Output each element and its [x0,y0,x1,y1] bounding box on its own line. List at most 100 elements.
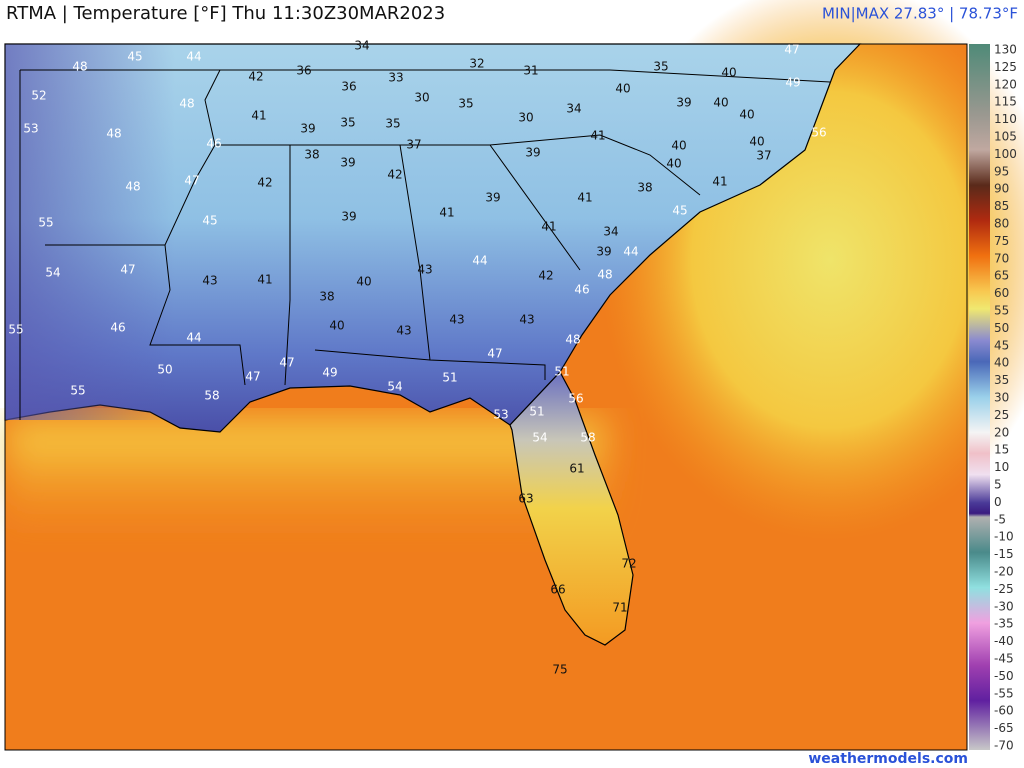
station-temp: 35 [385,117,400,131]
station-temp: 75 [552,663,567,677]
station-temp: 41 [257,273,272,287]
station-temp: 58 [580,431,595,445]
colorbar-label: 80 [994,217,1009,231]
colorbar-label: -60 [994,704,1014,718]
station-temp: 46 [110,321,125,335]
station-temp: 43 [519,313,534,327]
station-temp: 39 [341,210,356,224]
station-temp: 34 [603,225,618,239]
station-temp: 49 [322,366,337,380]
colorbar-label: -15 [994,547,1014,561]
station-temp: 51 [554,365,569,379]
station-temp: 40 [356,275,371,289]
station-temp: 30 [414,91,429,105]
station-temp: 47 [279,356,294,370]
station-temp: 39 [340,156,355,170]
colorbar-label: -40 [994,634,1014,648]
colorbar-label: 110 [994,112,1017,126]
station-temp: 54 [532,431,547,445]
station-temp: 39 [596,245,611,259]
colorbar-label: -10 [994,530,1014,544]
station-temp: 50 [157,363,172,377]
station-temp: 44 [472,254,487,268]
colorbar-label: 35 [994,373,1009,387]
station-temp: 47 [120,263,135,277]
station-temp: 41 [577,191,592,205]
colorbar-label: 40 [994,356,1009,370]
colorbar-label: -35 [994,617,1014,631]
colorbar-label: 60 [994,286,1009,300]
station-temp: 35 [653,60,668,74]
state-borders [19,69,831,420]
station-temp: 40 [329,319,344,333]
station-temp: 53 [493,408,508,422]
colorbar-label: 130 [994,43,1017,57]
colorbar-label: 125 [994,60,1017,74]
station-temp: 36 [296,64,311,78]
station-temp: 46 [574,283,589,297]
station-temp: 38 [319,290,334,304]
colorbar-label: 25 [994,408,1009,422]
station-temp: 48 [179,97,194,111]
station-temp: 61 [569,462,584,476]
colorbar-label: 55 [994,304,1009,318]
station-temp: 35 [458,97,473,111]
station-temp: 72 [621,557,636,571]
station-temp: 40 [713,96,728,110]
title: RTMA | Temperature [°F] Thu 11:30Z30MAR2… [6,3,445,24]
gulf-shelf [5,420,605,540]
station-temp: 43 [202,274,217,288]
colorbar-label: -70 [994,739,1014,753]
station-temp: 47 [184,174,199,188]
station-temp: 45 [672,204,687,218]
colorbar-label: 75 [994,234,1009,248]
station-temp: 56 [568,392,583,406]
colorbar-label: 0 [994,495,1002,509]
station-temp: 36 [341,80,356,94]
station-temp: 39 [676,96,691,110]
colorbar [969,44,990,750]
station-temp: 42 [387,168,402,182]
florida [509,370,634,646]
colorbar-label: 105 [994,130,1017,144]
min-max: MIN|MAX 27.83° | 78.73°F [822,5,1018,23]
colorbar-label: 10 [994,460,1009,474]
station-temp: 40 [749,135,764,149]
station-temp: 34 [354,39,369,53]
station-temp: 71 [612,601,627,615]
station-temp: 41 [251,109,266,123]
colorbar-label: -20 [994,565,1014,579]
station-temp: 48 [125,180,140,194]
station-temp: 40 [739,108,754,122]
colorbar-label: 65 [994,269,1009,283]
credit: weathermodels.com [808,751,968,767]
station-temp: 58 [204,389,219,403]
colorbar-label: -55 [994,686,1014,700]
colorbar-label: 95 [994,164,1009,178]
colorbar-label: 115 [994,95,1017,109]
station-temp: 53 [23,122,38,136]
station-temp: 43 [396,324,411,338]
colorbar-label: 5 [994,478,1002,492]
colorbar-label: -30 [994,599,1014,613]
station-temp: 66 [550,583,565,597]
colorbar-label: 50 [994,321,1009,335]
station-temp: 40 [615,82,630,96]
station-temp: 40 [721,66,736,80]
station-temp: 37 [406,138,421,152]
map-frame [4,43,968,751]
station-temp: 42 [538,269,553,283]
station-temp: 44 [623,245,638,259]
station-temp: 55 [8,323,23,337]
colorbar-label: -65 [994,721,1014,735]
station-temp: 35 [340,116,355,130]
station-temp: 40 [671,139,686,153]
station-temp: 49 [785,76,800,90]
station-temp: 48 [106,127,121,141]
station-temp: 39 [485,191,500,205]
colorbar-label: 100 [994,147,1017,161]
station-temp: 30 [518,111,533,125]
station-temp: 41 [541,220,556,234]
colorbar-label: 15 [994,443,1009,457]
